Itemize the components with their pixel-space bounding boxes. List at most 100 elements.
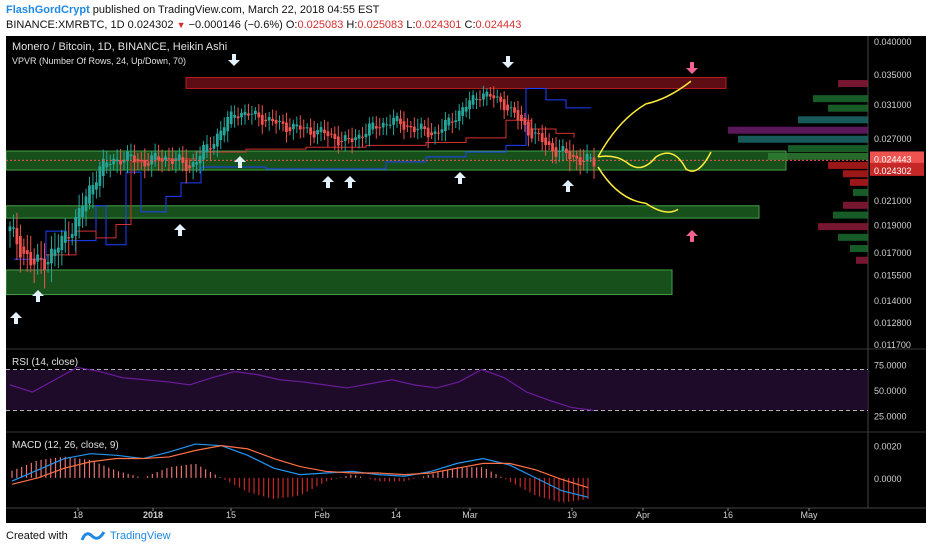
vpvr-bar	[838, 233, 868, 241]
candle-body	[392, 117, 395, 125]
candle-body	[195, 162, 199, 165]
time-axis-label: 19	[567, 510, 577, 520]
candle-body	[485, 91, 489, 97]
candle-body	[516, 110, 520, 120]
candle-body	[461, 107, 465, 116]
candle-body	[506, 104, 510, 111]
candle-body	[43, 258, 46, 271]
signal-line	[11, 445, 589, 489]
candle-body	[499, 96, 503, 102]
candle-body	[281, 121, 285, 124]
candle-body	[226, 116, 230, 132]
vpvr-label: VPVR (Number Of Rows, 24, Up/Down, 70)	[12, 56, 186, 66]
candle-body	[350, 138, 354, 143]
candle-body	[561, 146, 565, 152]
vpvr-bar	[828, 104, 868, 112]
candle-body	[188, 165, 192, 169]
projection-range-curve	[597, 151, 712, 172]
price-axis-label: 0.024302	[874, 166, 912, 176]
tradingview-logo-icon[interactable]	[80, 528, 106, 544]
support-arrow-icon	[454, 172, 466, 184]
candle-body	[167, 158, 171, 160]
candle-body	[412, 126, 416, 133]
rsi-axis-label: 50.0000	[874, 386, 907, 396]
candle-body	[88, 185, 91, 204]
open-value: 0.025083	[297, 19, 344, 31]
candle-body	[378, 127, 382, 129]
candle-body	[564, 148, 568, 154]
candle-body	[450, 121, 454, 123]
projection-down-curve	[597, 166, 679, 213]
macd-axis-label: 0.0020	[874, 442, 902, 452]
support-zone	[5, 205, 760, 219]
candle-body	[81, 206, 84, 217]
header-line-2: BINANCE:XMRBTC, 1D 0.024302 ▼ −0.000146 …	[6, 19, 521, 31]
candle-body	[267, 117, 271, 121]
time-axis-label: May	[800, 510, 818, 520]
close-value: 0.024443	[475, 19, 522, 31]
candle-body	[205, 144, 209, 153]
chart-area[interactable]: 0.040000 0.035000 0.031000 0.027000 0.024443…	[5, 36, 926, 523]
price-axis-label: 0.024443	[874, 154, 912, 164]
price-axis-label: 0.017000	[874, 248, 912, 258]
candle-body	[454, 120, 458, 123]
price-axis-label: 0.012800	[874, 318, 912, 328]
candle-body	[53, 249, 57, 256]
candle-body	[430, 132, 433, 136]
footer-brand-link[interactable]: TradingView	[110, 530, 171, 542]
candle-body	[329, 133, 333, 135]
support-arrow-icon	[344, 176, 356, 188]
candle-body	[582, 161, 586, 163]
candle-body	[285, 122, 288, 133]
candle-body	[509, 107, 513, 109]
candle-body	[319, 127, 323, 133]
candle-body	[444, 119, 447, 131]
author-link[interactable]: FlashGordCrypt	[6, 4, 90, 16]
target-up-arrow-icon	[686, 230, 698, 242]
candle-body	[495, 96, 499, 98]
resistance-arrow-icon	[502, 56, 514, 68]
candle-body	[177, 154, 181, 160]
candle-body	[46, 262, 50, 265]
candle-body	[291, 123, 295, 130]
vpvr-bar	[818, 223, 868, 231]
support-arrow-icon-shape	[32, 290, 44, 302]
candle-body	[202, 144, 205, 160]
candle-body	[15, 228, 19, 245]
candle-body	[91, 184, 95, 195]
candle-body	[316, 130, 319, 135]
candle-body	[56, 247, 60, 253]
price-change: −0.000146 (−0.6%)	[188, 19, 283, 31]
resistance-arrow-icon	[228, 54, 240, 66]
macd-label: MACD (12, 26, close, 9)	[12, 440, 119, 451]
vpvr-bar	[856, 256, 868, 264]
candle-body	[520, 114, 523, 121]
chart-svg[interactable]: 0.040000 0.035000 0.031000 0.027000 0.024443…	[5, 36, 926, 523]
candle-body	[94, 182, 98, 190]
candle-body	[29, 252, 33, 266]
candle-body	[589, 157, 592, 159]
candle-body	[402, 121, 406, 130]
candle-body	[585, 153, 589, 162]
candle-body	[122, 159, 126, 163]
candle-body	[184, 159, 188, 172]
candle-body	[340, 140, 344, 142]
projection-up-curve	[597, 80, 692, 158]
candle-body	[264, 119, 268, 122]
support-arrow-icon-shape	[322, 176, 334, 188]
candle-body	[502, 99, 506, 111]
close-label: C:	[464, 19, 476, 31]
vpvr-bar	[838, 80, 868, 88]
rsi-band	[6, 369, 868, 411]
candle-body	[537, 132, 541, 134]
candle-body	[8, 226, 12, 232]
candle-body	[108, 163, 112, 165]
candle-body	[133, 155, 136, 163]
support-arrow-icon-shape	[344, 176, 356, 188]
candle-body	[426, 127, 430, 138]
support-arrow-icon-shape	[454, 172, 466, 184]
candle-body	[336, 136, 340, 146]
candle-body	[191, 162, 195, 167]
vpvr-bar	[833, 211, 868, 219]
candle-body	[575, 155, 579, 159]
